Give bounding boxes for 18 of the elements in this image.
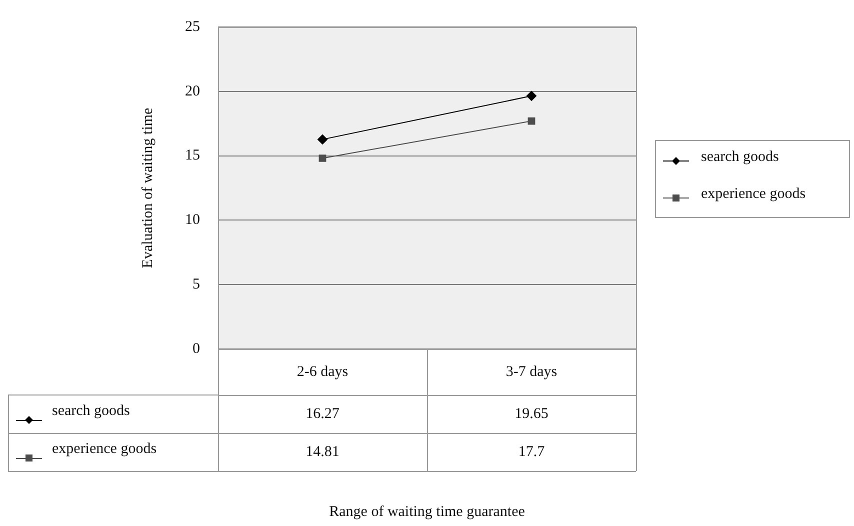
x-tick-label: 3-7 days: [506, 364, 558, 380]
legend-label: search goods: [701, 148, 780, 165]
data-label: 16.27: [306, 406, 340, 422]
y-tick-label: 20: [185, 83, 200, 100]
data-label: 17.7: [518, 444, 546, 460]
text: experience goods: [52, 440, 157, 457]
text: Range of waiting time guarantee: [329, 504, 526, 520]
data-label: 19.65: [514, 406, 548, 422]
y-tick-label: 15: [185, 148, 200, 164]
x-tick-label: 2-6 days: [296, 364, 348, 380]
y-axis-title: Evaluation of waiting time: [140, 107, 156, 268]
legend-label: experience goods: [701, 186, 806, 202]
y-tick-label: 25: [185, 18, 200, 35]
y-tick-label: 10: [185, 212, 200, 228]
data-label: 14.81: [306, 444, 340, 460]
text: search goods: [52, 402, 130, 419]
y-tick-label: 5: [192, 276, 200, 293]
y-tick-label: 0: [192, 340, 200, 357]
